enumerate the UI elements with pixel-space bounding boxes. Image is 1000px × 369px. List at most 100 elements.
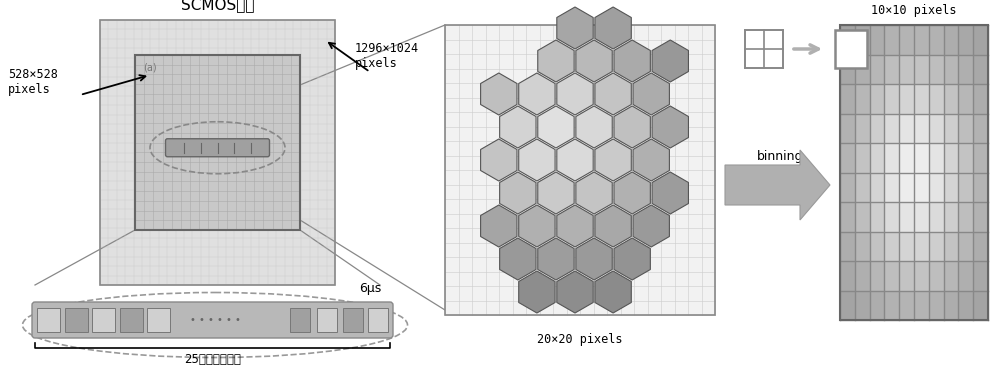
Polygon shape (614, 238, 650, 280)
Bar (855, 114, 870, 143)
Polygon shape (500, 238, 536, 280)
Bar (914, 231, 929, 261)
Bar (899, 55, 914, 84)
Bar (958, 143, 973, 172)
Bar (870, 231, 884, 261)
Bar (958, 55, 973, 84)
Text: 20×20 pixels: 20×20 pixels (537, 333, 623, 346)
Bar (855, 231, 870, 261)
Bar (884, 25, 899, 55)
Bar (929, 114, 944, 143)
Bar (855, 25, 870, 55)
Bar (855, 202, 870, 231)
Bar (944, 55, 958, 84)
Bar (855, 55, 870, 84)
Polygon shape (538, 106, 574, 148)
Bar (92, 308, 115, 332)
Text: 528×528
pixels: 528×528 pixels (8, 68, 58, 96)
Bar (870, 290, 884, 320)
Bar (944, 172, 958, 202)
Bar (745, 30, 783, 68)
Text: 10×10 pixels: 10×10 pixels (871, 4, 957, 17)
Bar (135, 55, 300, 230)
Bar (37, 308, 60, 332)
Bar (973, 261, 988, 290)
Bar (840, 25, 855, 55)
Bar (899, 114, 914, 143)
Bar (855, 143, 870, 172)
Bar (973, 114, 988, 143)
Bar (973, 143, 988, 172)
Polygon shape (557, 271, 593, 313)
Polygon shape (576, 106, 612, 148)
Polygon shape (481, 139, 517, 181)
Bar (899, 290, 914, 320)
Polygon shape (576, 238, 612, 280)
Bar (100, 20, 335, 285)
Polygon shape (519, 271, 555, 313)
Bar (929, 25, 944, 55)
Bar (914, 55, 929, 84)
Bar (884, 143, 899, 172)
Bar (973, 172, 988, 202)
Bar (840, 55, 855, 84)
Bar (914, 114, 929, 143)
Bar (135, 55, 300, 230)
Polygon shape (557, 205, 593, 247)
Polygon shape (614, 172, 650, 214)
Text: 1296×1024
pixels: 1296×1024 pixels (355, 42, 419, 70)
Bar (870, 84, 884, 114)
Bar (855, 290, 870, 320)
Bar (944, 84, 958, 114)
Bar (855, 261, 870, 290)
Bar (958, 231, 973, 261)
Polygon shape (500, 172, 536, 214)
Polygon shape (519, 205, 555, 247)
Polygon shape (557, 7, 593, 49)
Bar (899, 202, 914, 231)
Bar (290, 308, 310, 332)
Bar (944, 25, 958, 55)
Bar (958, 261, 973, 290)
Polygon shape (633, 139, 669, 181)
Bar (929, 231, 944, 261)
Bar (899, 172, 914, 202)
Polygon shape (595, 139, 631, 181)
Bar (884, 114, 899, 143)
Bar (840, 25, 988, 320)
Bar (958, 202, 973, 231)
Bar (835, 30, 867, 68)
Bar (884, 290, 899, 320)
Bar (973, 290, 988, 320)
Bar (944, 114, 958, 143)
FancyBboxPatch shape (32, 302, 393, 338)
Bar (914, 202, 929, 231)
Bar (884, 172, 899, 202)
Bar (745, 30, 783, 68)
Bar (958, 290, 973, 320)
Bar (840, 290, 855, 320)
Text: 25个像素组，共: 25个像素组，共 (184, 353, 241, 366)
Text: binning: binning (757, 150, 803, 163)
Bar (944, 261, 958, 290)
Bar (870, 114, 884, 143)
Bar (840, 231, 855, 261)
Bar (929, 84, 944, 114)
Bar (343, 308, 363, 332)
Bar (958, 25, 973, 55)
Polygon shape (557, 73, 593, 115)
Bar (120, 308, 143, 332)
Bar (870, 261, 884, 290)
Polygon shape (538, 40, 574, 82)
Text: 6μs: 6μs (359, 282, 381, 295)
Polygon shape (576, 172, 612, 214)
Bar (317, 308, 337, 332)
Polygon shape (481, 73, 517, 115)
Bar (929, 55, 944, 84)
Text: (a): (a) (143, 63, 157, 73)
Bar (958, 84, 973, 114)
Bar (445, 25, 715, 315)
Bar (929, 202, 944, 231)
Bar (929, 290, 944, 320)
Bar (973, 231, 988, 261)
